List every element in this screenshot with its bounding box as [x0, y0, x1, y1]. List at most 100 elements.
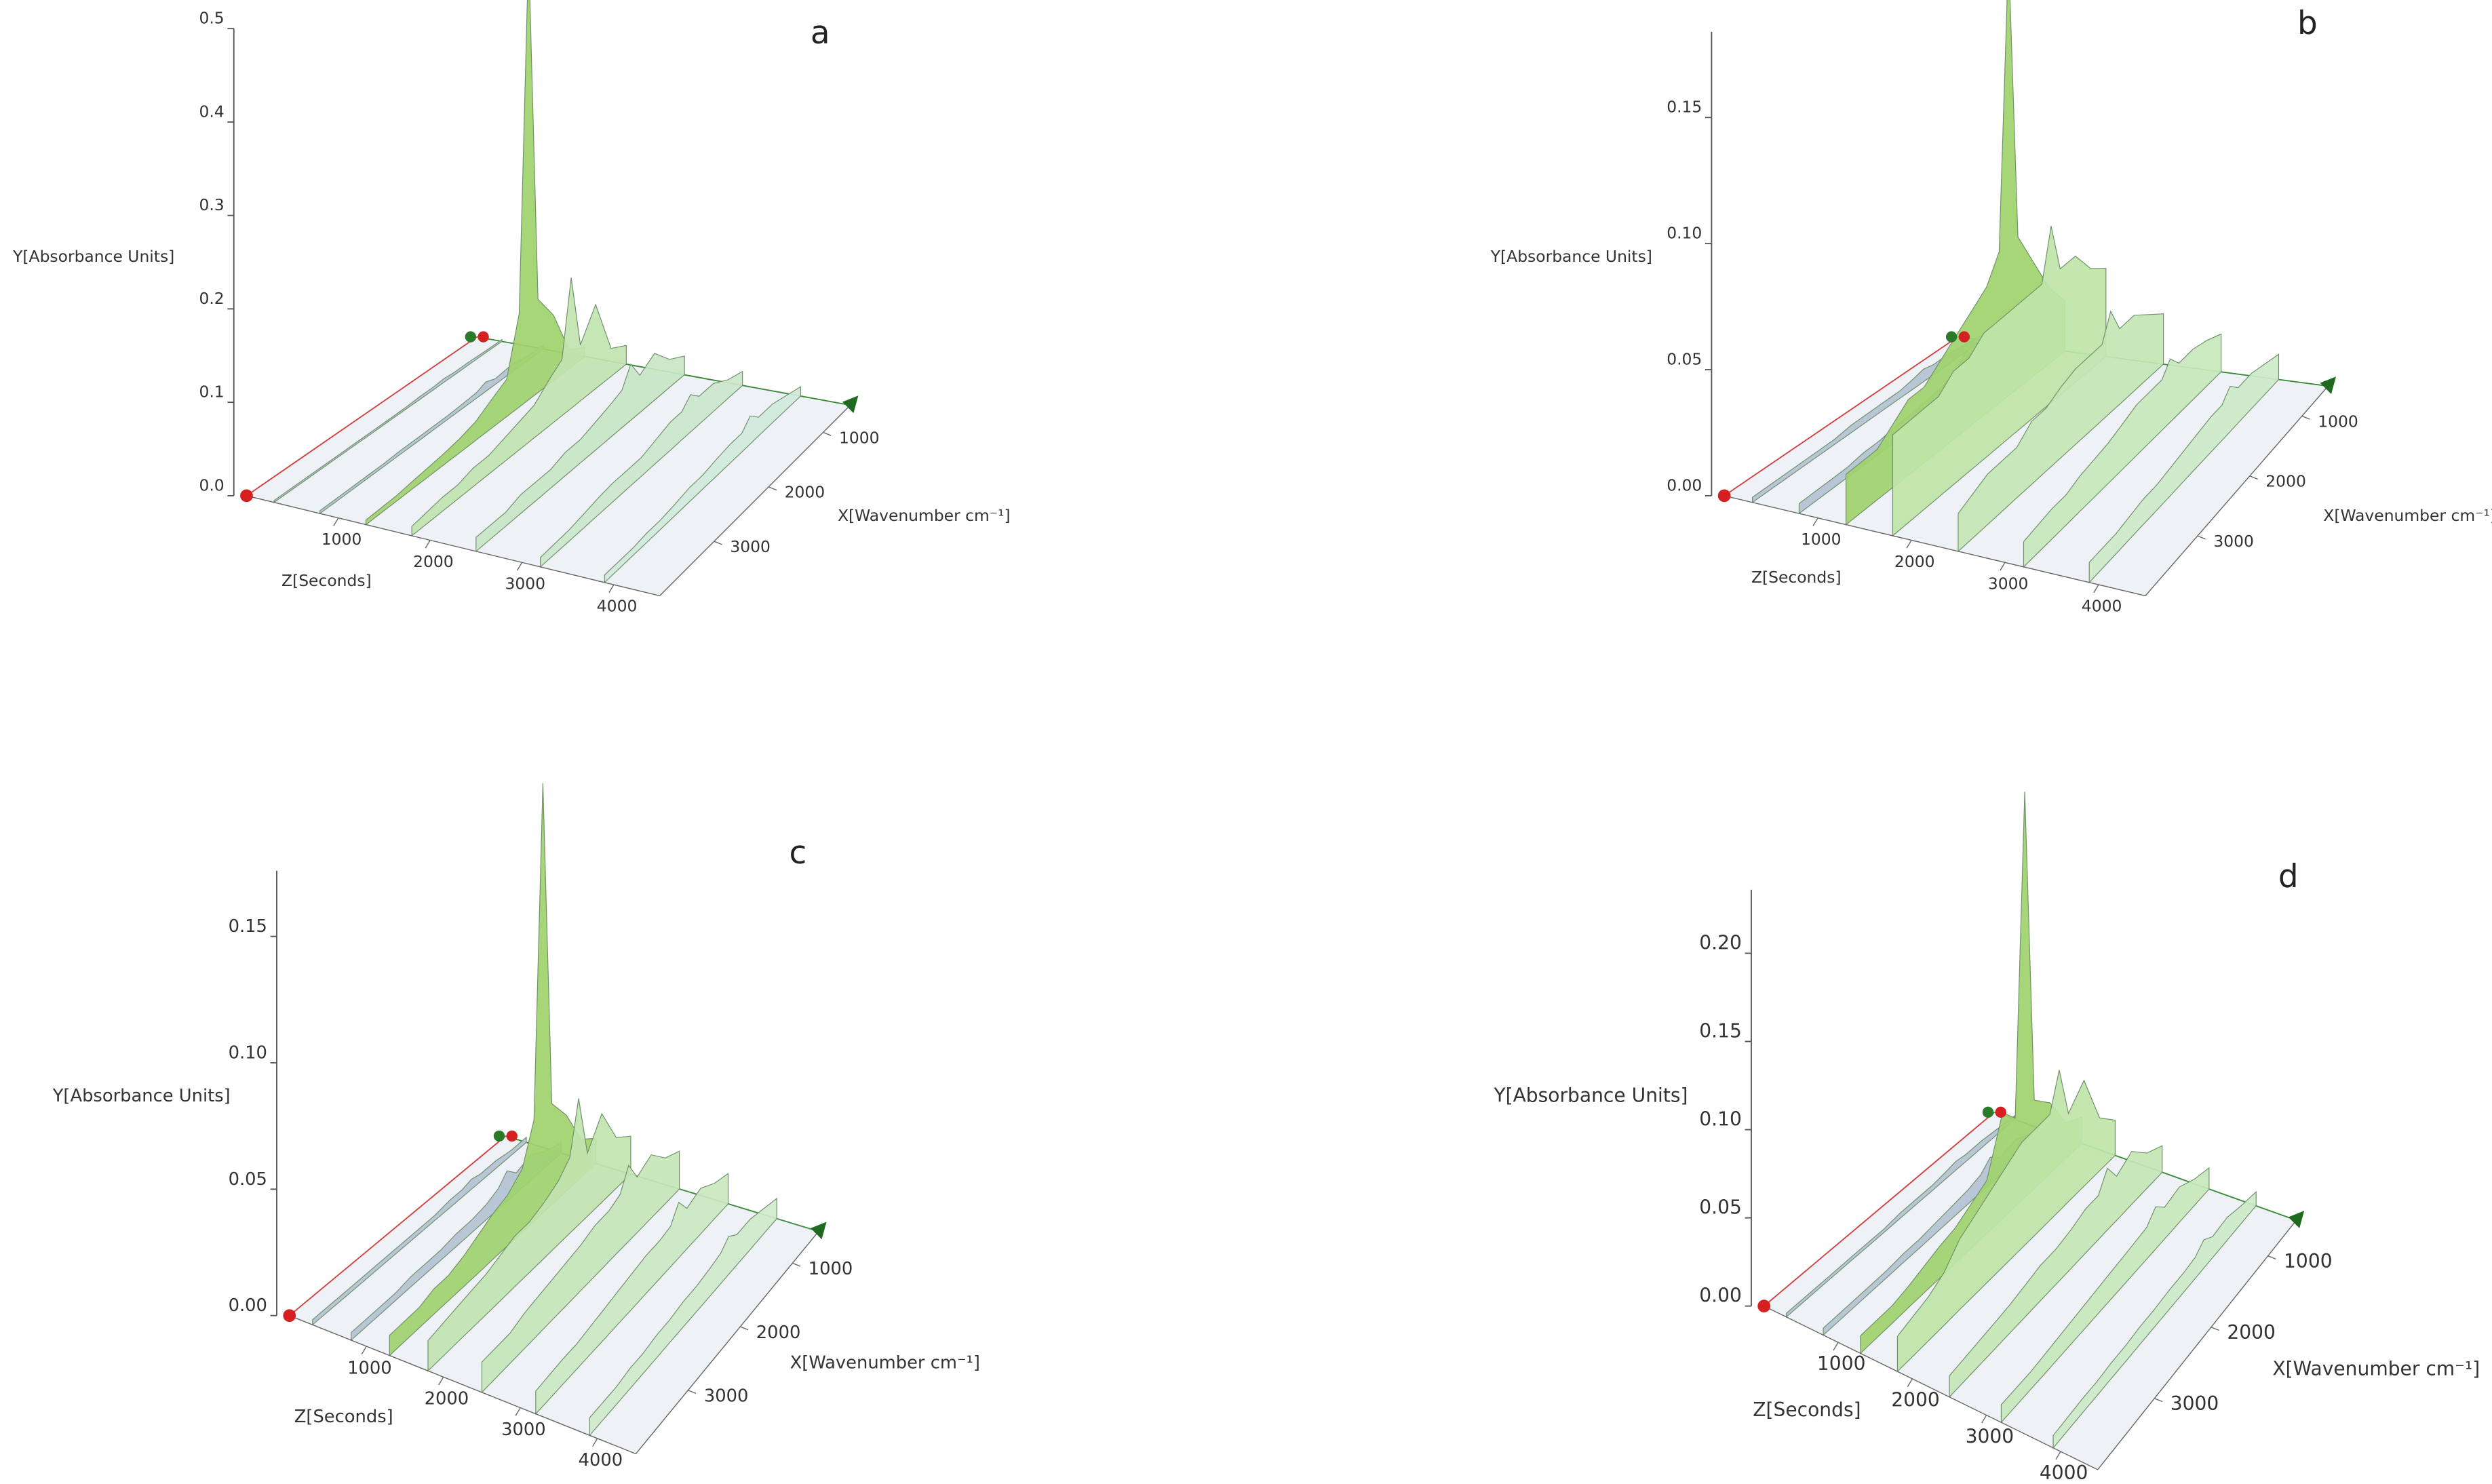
back-edge [1764, 1112, 1995, 1307]
x-tick [2211, 1327, 2219, 1331]
front-edge [289, 1315, 636, 1455]
y-tick-label: 0.00 [1699, 1285, 1742, 1307]
z-tick-label: 2000 [413, 552, 454, 571]
z-tick [1981, 1415, 1987, 1424]
y-tick-label: 0.0 [199, 475, 224, 494]
corner-marker [1995, 1106, 2006, 1118]
panel-label: a [811, 15, 830, 52]
y-tick-label: 0.15 [1699, 1019, 1742, 1042]
corner-marker [1945, 331, 1958, 343]
z-tick-label: 4000 [2082, 596, 2122, 615]
x-tick-label: 3000 [2170, 1392, 2219, 1415]
corner-marker [506, 1130, 518, 1142]
y-tick-label: 0.10 [229, 1042, 267, 1063]
panel-label: b [2297, 5, 2318, 42]
x-tick-label: 3000 [2213, 532, 2254, 551]
back-edge [289, 1135, 506, 1316]
x-axis-title: X[Wavenumber cm⁻¹] [790, 1352, 980, 1373]
y-tick-label: 0.05 [229, 1169, 267, 1190]
z-tick-label: 4000 [579, 1450, 623, 1470]
y-tick-label: 0.05 [1699, 1196, 1742, 1219]
z-tick [515, 1407, 521, 1416]
z-axis-title: Z[Seconds] [294, 1407, 393, 1427]
x-tick [2301, 415, 2310, 420]
x-tick-label: 1000 [2318, 412, 2358, 431]
z-tick [608, 584, 615, 593]
y-tick-label: 0.10 [1667, 224, 1702, 243]
x-tick-label: 3000 [704, 1386, 749, 1407]
z-axis-title: Z[Seconds] [1753, 1399, 1861, 1421]
corner-marker [1982, 1106, 1994, 1118]
x-tick [792, 1262, 801, 1267]
z-tick-label: 4000 [2040, 1462, 2088, 1484]
y-axis-title: Y[Absorbance Units] [1493, 1084, 1688, 1106]
origin-marker [1757, 1300, 1771, 1312]
z-tick [1907, 1378, 1913, 1387]
axis-end-marker [842, 395, 859, 414]
panel: 0.0 0.1 0.2 0.3 0.4 0.5 1000 2000 3000 1000 2000 30… [12, 0, 1011, 615]
z-tick-label: 1000 [1801, 530, 1842, 549]
z-tick-label: 3000 [1966, 1425, 2014, 1447]
z-axis-title: Z[Seconds] [281, 571, 372, 590]
z-tick [1906, 540, 1912, 549]
z-tick-label: 2000 [1891, 1389, 1940, 1411]
x-tick [768, 486, 777, 491]
z-tick [425, 540, 431, 549]
panel-label: c [790, 835, 807, 872]
y-tick-label: 0.5 [199, 9, 224, 28]
z-tick-label: 3000 [501, 1420, 546, 1440]
x-axis-title: X[Wavenumber cm⁻¹] [838, 506, 1011, 525]
y-axis-title: Y[Absorbance Units] [12, 247, 174, 266]
z-tick [592, 1438, 598, 1447]
panel: 0.00 0.05 0.10 0.15 1000 2000 3000 1000 2000 3000… [52, 783, 980, 1470]
corner-marker [1958, 331, 1970, 343]
front-edge [2145, 385, 2329, 596]
y-tick-label: 0.00 [1667, 475, 1702, 494]
x-tick [2154, 1398, 2163, 1403]
z-tick-label: 2000 [1894, 552, 1935, 571]
x-tick [688, 1390, 697, 1394]
axis-end-marker [2288, 1211, 2305, 1228]
y-tick-label: 0.3 [199, 195, 224, 214]
back-edge [246, 336, 478, 496]
x-tick-label: 2000 [785, 483, 825, 502]
corner-marker [493, 1130, 505, 1142]
front-edge [659, 404, 851, 596]
origin-marker [240, 489, 253, 503]
z-axis-title: Z[Seconds] [1751, 568, 1842, 587]
z-tick-label: 1000 [347, 1358, 392, 1378]
x-axis-title: X[Wavenumber cm⁻¹] [2272, 1357, 2480, 1380]
x-tick [2267, 1255, 2276, 1260]
y-tick-label: 0.05 [1667, 349, 1702, 368]
z-tick [2000, 562, 2006, 571]
x-tick-label: 1000 [839, 428, 880, 447]
z-tick [1812, 518, 1818, 526]
corner-marker [465, 331, 477, 343]
panel: 0.00 0.05 0.10 0.15 0.20 1000 2000 3000 1000 2000… [1493, 792, 2480, 1484]
x-tick-label: 2000 [2265, 472, 2306, 491]
z-tick-label: 4000 [597, 596, 638, 615]
y-tick-label: 0.10 [1699, 1108, 1742, 1131]
y-tick-label: 0.2 [199, 289, 224, 308]
z-tick [2055, 1451, 2061, 1460]
origin-marker [283, 1309, 296, 1323]
z-tick-label: 3000 [505, 574, 545, 593]
front-edge [635, 1231, 819, 1454]
x-tick-label: 2000 [756, 1323, 801, 1343]
y-axis-title: Y[Absorbance Units] [1490, 247, 1652, 266]
y-tick-label: 0.15 [229, 916, 267, 937]
x-tick [823, 431, 832, 436]
front-edge [1724, 495, 2146, 597]
x-tick [2249, 475, 2258, 480]
y-tick-label: 0.1 [199, 383, 224, 402]
z-tick-label: 2000 [425, 1389, 469, 1409]
front-edge [246, 495, 660, 597]
z-tick [333, 518, 339, 526]
x-tick-label: 2000 [2227, 1321, 2276, 1344]
x-tick-label: 1000 [2284, 1250, 2333, 1272]
z-tick [1833, 1342, 1839, 1351]
x-tick-label: 1000 [809, 1259, 853, 1279]
z-tick-label: 1000 [1817, 1352, 1866, 1375]
